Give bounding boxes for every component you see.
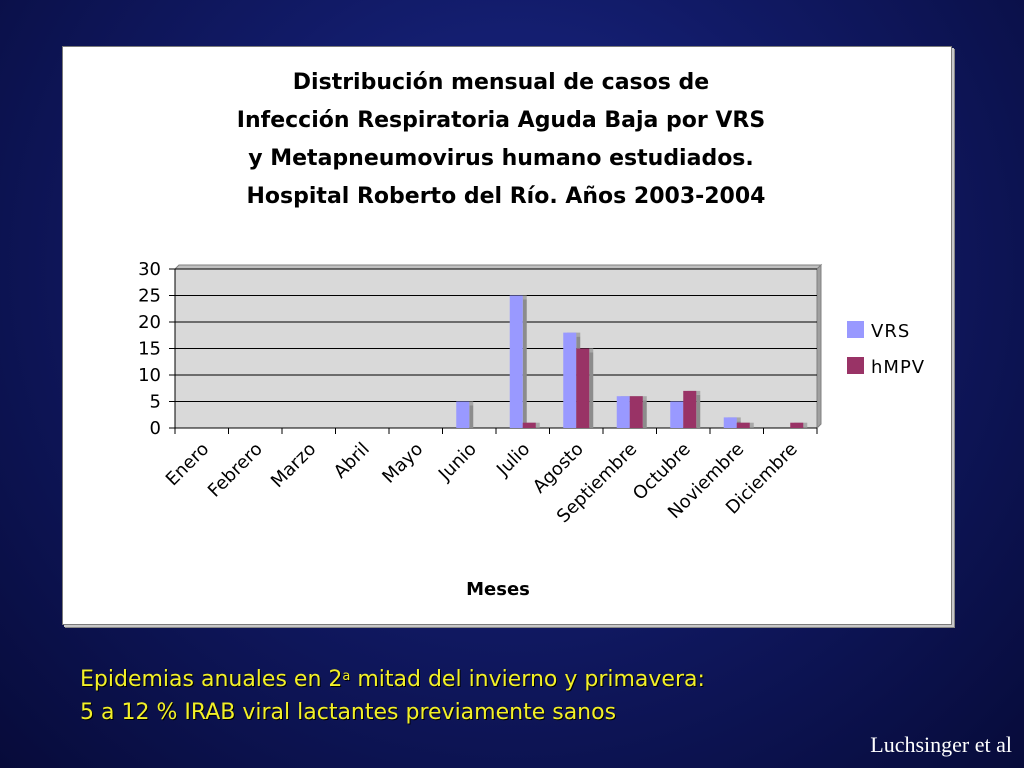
title-line-2: Infección Respiratoria Aguda Baja por VR… bbox=[237, 108, 765, 133]
bar-chart: Distribución mensual de casos de Infecci… bbox=[138, 70, 925, 600]
x-tick-label: Marzo bbox=[267, 439, 320, 492]
bar-vrs-agosto bbox=[563, 332, 577, 428]
x-tick-label: Febrero bbox=[204, 439, 267, 502]
caption-line-1-end: mitad del invierno y primavera: bbox=[350, 667, 705, 692]
chart-title: Distribución mensual de casos de Infecci… bbox=[237, 70, 766, 209]
x-tick-label: Mayo bbox=[378, 439, 427, 488]
plot-area bbox=[173, 263, 823, 430]
x-tick-label: Enero bbox=[162, 439, 214, 491]
legend-label-vrs: VRS bbox=[871, 321, 910, 342]
bar-vrs-noviembre bbox=[723, 417, 737, 428]
title-line-1: Distribución mensual de casos de bbox=[293, 70, 709, 95]
author-credit: Luchsinger et al bbox=[870, 732, 1012, 757]
y-tick-label: 20 bbox=[138, 312, 161, 333]
caption-superscript: a bbox=[342, 669, 351, 684]
x-axis-label: Meses bbox=[466, 579, 530, 600]
legend-label-hmpv: hMPV bbox=[871, 357, 925, 378]
bar-hmpv-agosto bbox=[576, 348, 590, 428]
bar-vrs-junio bbox=[456, 401, 470, 428]
plot-side-edge bbox=[816, 263, 822, 430]
caption-line-1: Epidemias anuales en 2a mitad del invier… bbox=[80, 660, 900, 696]
x-tick-label: Junio bbox=[434, 439, 481, 486]
y-axis-ticks: 30 25 20 15 10 5 0 bbox=[138, 259, 175, 439]
bar-shadow bbox=[535, 426, 540, 428]
caption: Epidemias anuales en 2a mitad del invier… bbox=[80, 660, 900, 729]
title-line-3: y Metapneumovirus humano estudiados. bbox=[248, 146, 754, 171]
y-tick-label: 0 bbox=[150, 418, 161, 439]
legend-swatch-vrs bbox=[847, 321, 864, 338]
x-tick-label: Julio bbox=[492, 439, 534, 481]
bar-shadow bbox=[749, 426, 754, 428]
bar-hmpv-octubre bbox=[683, 390, 697, 428]
plot-top-edge bbox=[173, 264, 823, 270]
bar-shadow bbox=[589, 352, 594, 428]
x-tick-label: Abril bbox=[330, 439, 374, 483]
y-tick-label: 15 bbox=[138, 339, 161, 360]
caption-line-1-start: Epidemias anuales en 2 bbox=[80, 667, 343, 692]
y-tick-label: 30 bbox=[138, 259, 161, 280]
bar-hmpv-diciembre bbox=[790, 422, 804, 428]
title-line-4: Hospital Roberto del Río. Años 2003-2004 bbox=[247, 184, 766, 209]
bar-shadow bbox=[522, 299, 527, 428]
bar-vrs-septiembre bbox=[616, 396, 630, 428]
legend: VRS hMPV bbox=[847, 321, 925, 378]
chart-panel: Distribución mensual de casos de Infecci… bbox=[62, 46, 952, 625]
legend-swatch-hmpv bbox=[847, 357, 864, 374]
bar-vrs-julio bbox=[509, 295, 523, 428]
bar-hmpv-septiembre bbox=[629, 396, 643, 428]
caption-line-2: 5 a 12 % IRAB viral lactantes previament… bbox=[80, 700, 617, 725]
bar-shadow bbox=[803, 426, 808, 428]
y-tick-label: 25 bbox=[138, 286, 161, 307]
bar-hmpv-noviembre bbox=[736, 422, 750, 428]
bar-shadow bbox=[642, 400, 647, 428]
bar-shadow bbox=[469, 405, 474, 428]
bar-vrs-octubre bbox=[670, 401, 684, 428]
bar-shadow bbox=[696, 394, 701, 428]
y-tick-label: 10 bbox=[138, 365, 161, 386]
bar-hmpv-julio bbox=[522, 422, 536, 428]
y-tick-label: 5 bbox=[150, 392, 161, 413]
